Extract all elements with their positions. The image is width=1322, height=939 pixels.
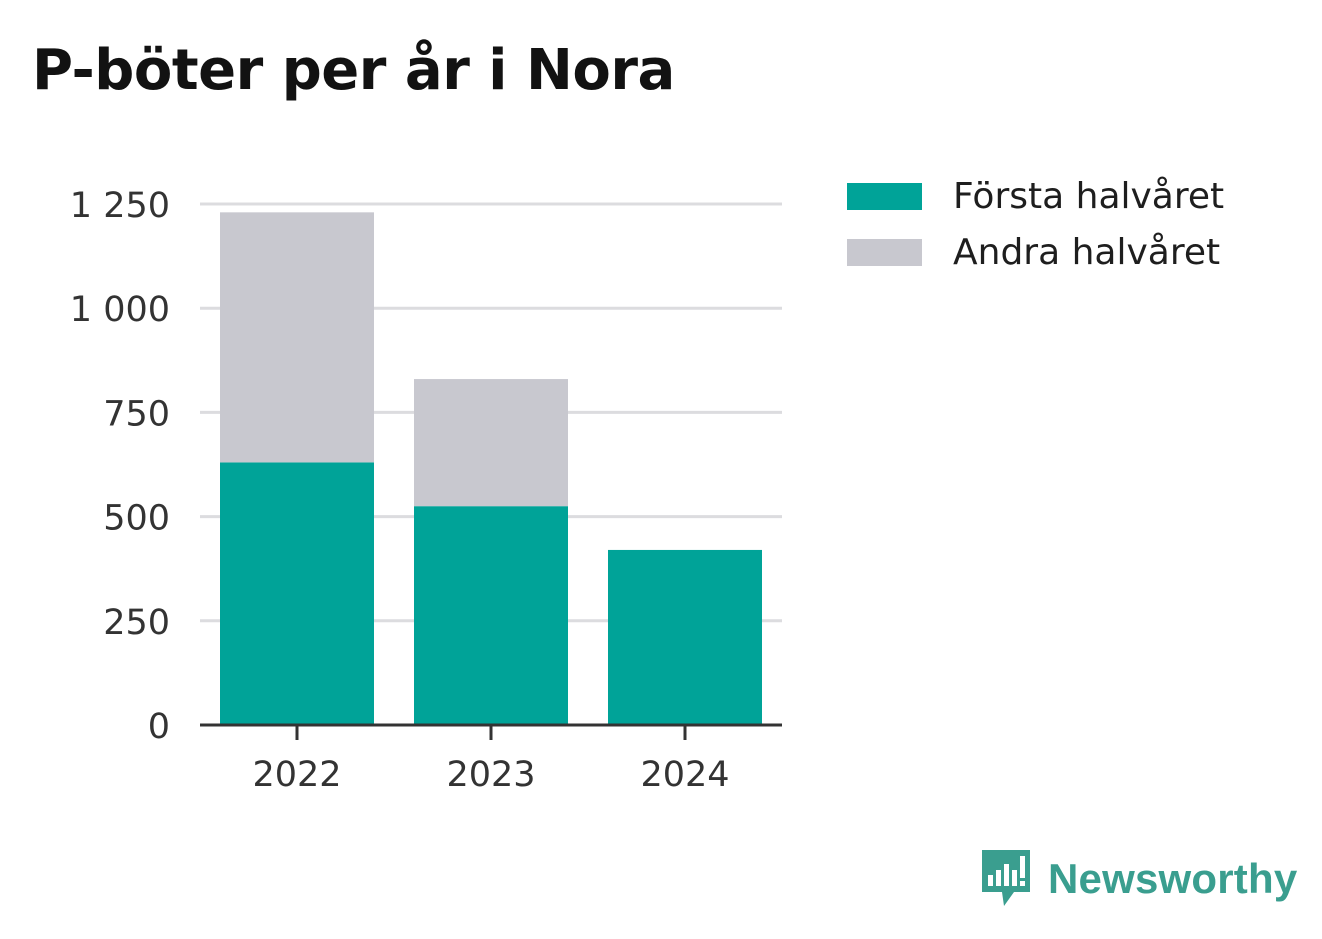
y-tick-label: 1 250 bbox=[70, 186, 170, 226]
y-tick-label: 0 bbox=[148, 707, 170, 747]
x-tick-label: 2022 bbox=[252, 755, 341, 795]
y-tick-label: 750 bbox=[103, 394, 170, 434]
legend-item-first-half: Första halvåret bbox=[847, 168, 1224, 224]
newsworthy-logo: Newsworthy bbox=[980, 848, 1297, 910]
logo-text: Newsworthy bbox=[1048, 855, 1298, 902]
legend-label-second-half: Andra halvåret bbox=[953, 231, 1221, 273]
x-axis-tick-labels: 2022 2023 2024 bbox=[252, 755, 729, 795]
bar-2022-series-2 bbox=[220, 212, 374, 463]
bar-2022-series-1 bbox=[220, 462, 374, 725]
x-tick-label: 2024 bbox=[640, 755, 729, 795]
legend-label-first-half: Första halvåret bbox=[953, 175, 1225, 217]
bar-2024-series-1 bbox=[608, 549, 762, 725]
legend: Första halvåret Andra halvåret bbox=[847, 168, 1224, 280]
legend-swatch-first-half bbox=[847, 182, 922, 210]
y-tick-label: 500 bbox=[103, 499, 170, 539]
bar-2023-series-2 bbox=[414, 379, 568, 507]
chart-title: P-böter per år i Nora bbox=[32, 38, 675, 103]
y-axis-tick-labels: 0 250 500 750 1 000 1 250 bbox=[70, 186, 170, 747]
bar-2023-series-1 bbox=[414, 506, 568, 725]
y-tick-label: 250 bbox=[103, 603, 170, 643]
y-tick-label: 1 000 bbox=[70, 290, 170, 330]
x-tick-label: 2023 bbox=[446, 755, 535, 795]
newsworthy-logo-icon bbox=[982, 850, 1030, 906]
legend-item-second-half: Andra halvåret bbox=[847, 224, 1224, 280]
bars bbox=[220, 212, 762, 725]
legend-swatch-second-half bbox=[847, 238, 922, 266]
x-axis bbox=[200, 723, 782, 740]
